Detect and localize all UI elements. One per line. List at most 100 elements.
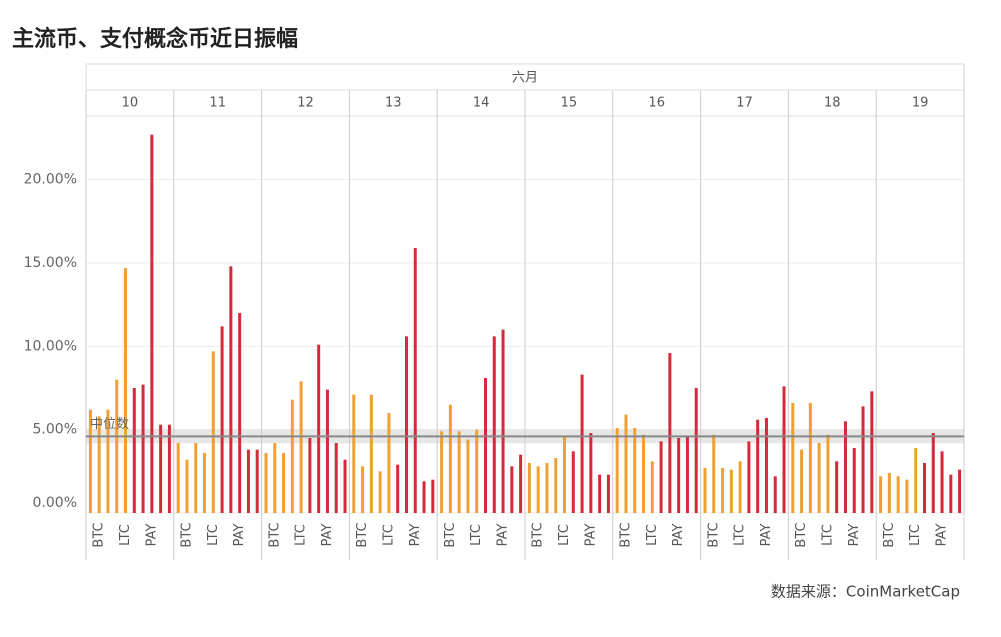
- bar: [738, 461, 742, 513]
- bar: [185, 459, 189, 513]
- bar: [931, 433, 935, 513]
- bar: [563, 436, 567, 513]
- bar: [387, 413, 391, 513]
- bar: [545, 463, 549, 513]
- bar: [413, 248, 417, 513]
- panel-label: 12: [297, 96, 314, 111]
- bar: [835, 461, 839, 513]
- panel-label: 19: [912, 96, 929, 111]
- bar: [677, 438, 681, 513]
- bar: [519, 454, 523, 513]
- bar: [352, 394, 356, 513]
- x-tick-label: LTC: [733, 524, 748, 546]
- x-tick-label: BTC: [443, 522, 458, 547]
- bar: [159, 424, 163, 513]
- bar: [194, 443, 198, 513]
- bar: [106, 409, 110, 513]
- bar: [404, 336, 408, 513]
- median-label: 中位数: [90, 417, 129, 432]
- bar: [896, 476, 900, 513]
- y-tick-label: 5.00%: [33, 422, 77, 438]
- bar: [501, 329, 505, 513]
- x-tick-label: PAY: [144, 524, 159, 547]
- bar: [238, 313, 242, 513]
- bar: [949, 474, 953, 513]
- bar: [721, 468, 725, 513]
- x-tick-label: LTC: [645, 524, 660, 546]
- bar: [466, 439, 470, 513]
- bar: [203, 453, 207, 513]
- x-tick-label: PAY: [583, 524, 598, 547]
- bar: [246, 449, 250, 513]
- x-tick-label: LTC: [381, 524, 396, 546]
- bar: [914, 448, 918, 513]
- bar: [457, 431, 461, 513]
- x-tick-label: BTC: [882, 522, 897, 547]
- bar: [922, 463, 926, 513]
- bar: [712, 434, 716, 513]
- bar: [958, 469, 962, 513]
- x-tick-label: LTC: [118, 524, 133, 546]
- bar: [132, 388, 136, 513]
- bar: [729, 469, 733, 513]
- panel-label: 14: [473, 96, 490, 111]
- bar: [826, 434, 830, 513]
- bar: [668, 353, 672, 513]
- bar: [852, 448, 856, 513]
- x-tick-label: LTC: [820, 524, 835, 546]
- x-tick-label: BTC: [794, 522, 809, 547]
- bar: [510, 466, 514, 513]
- bar: [633, 428, 637, 513]
- x-tick-label: BTC: [267, 522, 282, 547]
- bar: [361, 466, 365, 513]
- bar: [229, 266, 233, 513]
- x-tick-label: LTC: [294, 524, 309, 546]
- x-tick-label: PAY: [759, 524, 774, 547]
- bar: [791, 403, 795, 513]
- bar: [773, 476, 777, 513]
- bar: [747, 441, 751, 513]
- bar: [685, 436, 689, 513]
- panel-label: 18: [824, 96, 841, 111]
- bar: [650, 461, 654, 513]
- bar: [756, 419, 760, 513]
- bar: [369, 394, 373, 513]
- x-tick-label: BTC: [355, 522, 370, 547]
- group-header: 六月: [512, 71, 538, 86]
- bar: [527, 463, 531, 513]
- source: 数据来源：CoinMarketCap: [771, 583, 960, 601]
- bar: [308, 438, 312, 513]
- bar: [483, 378, 487, 513]
- bar: [290, 399, 294, 513]
- bar: [808, 403, 812, 513]
- x-tick-label: PAY: [408, 524, 423, 547]
- bar: [879, 476, 883, 513]
- bar: [440, 431, 444, 513]
- bar: [378, 471, 382, 513]
- bar: [817, 443, 821, 513]
- bar: [97, 416, 101, 513]
- bar: [589, 433, 593, 513]
- panel-label: 13: [385, 96, 402, 111]
- bar: [211, 351, 215, 513]
- bar: [940, 451, 944, 513]
- bar: [624, 414, 628, 513]
- panel-label: 16: [648, 96, 665, 111]
- y-tick-label: 10.00%: [24, 338, 77, 354]
- bar: [800, 449, 804, 513]
- bar: [115, 379, 119, 513]
- y-tick-label: 0.00%: [33, 495, 77, 511]
- bar: [659, 441, 663, 513]
- x-tick-label: LTC: [557, 524, 572, 546]
- bar: [571, 451, 575, 513]
- bar: [887, 473, 891, 513]
- x-tick-label: BTC: [179, 522, 194, 547]
- bar: [167, 424, 171, 513]
- bar: [343, 459, 347, 513]
- x-tick-label: PAY: [496, 524, 511, 547]
- x-tick-label: PAY: [847, 524, 862, 547]
- panel-label: 15: [561, 96, 578, 111]
- bar: [782, 386, 786, 513]
- y-tick-label: 15.00%: [24, 255, 77, 271]
